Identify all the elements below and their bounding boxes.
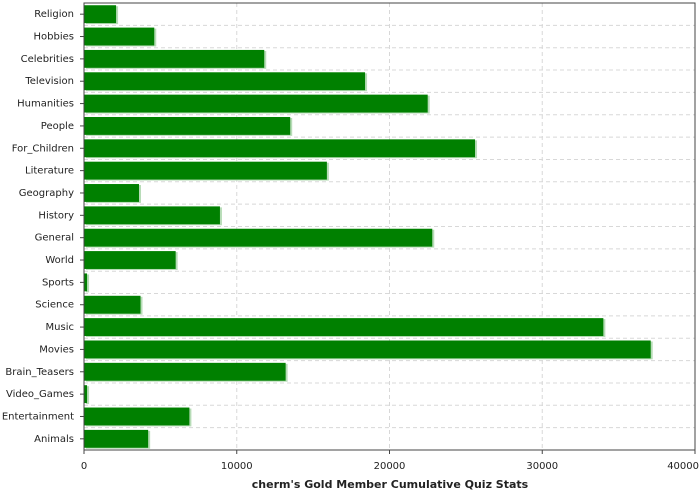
- bar: [84, 184, 139, 202]
- bar: [84, 407, 190, 426]
- y-tick-label: Music: [46, 322, 74, 333]
- y-tick-label: Science: [35, 300, 74, 311]
- y-tick-label: World: [45, 255, 74, 266]
- bar: [84, 161, 327, 180]
- y-tick-label: Video_Games: [6, 389, 74, 400]
- bar: [84, 206, 220, 225]
- plot-frame: [83, 2, 696, 451]
- bar: [84, 251, 176, 269]
- x-tick-label: 0: [81, 461, 87, 472]
- y-tick-label: Brain_Teasers: [5, 367, 74, 378]
- y-tick-label: Literature: [25, 166, 74, 177]
- bar: [84, 385, 88, 404]
- x-axis-label: cherm's Gold Member Cumulative Quiz Stat…: [252, 478, 529, 491]
- y-tick-label: Religion: [34, 9, 74, 20]
- y-tick-label: People: [41, 121, 74, 132]
- bar: [84, 49, 265, 68]
- bar: [84, 5, 117, 24]
- bar: [84, 362, 286, 381]
- y-tick-label: History: [38, 210, 74, 221]
- bar: [84, 116, 291, 135]
- y-tick-label: Geography: [19, 188, 74, 199]
- bar-shadow: [86, 274, 90, 293]
- y-tick-label: Movies: [39, 344, 74, 355]
- x-tick-label: 40000: [667, 461, 699, 472]
- y-tick-label: For_Children: [12, 143, 74, 154]
- x-tick-label: 20000: [374, 461, 406, 472]
- y-tick-label: Hobbies: [34, 32, 74, 43]
- y-tick-label: Humanities: [17, 99, 74, 110]
- bar: [84, 94, 428, 113]
- x-tick-label: 30000: [526, 461, 558, 472]
- y-tick-label: Sports: [42, 277, 74, 288]
- bar: [84, 340, 651, 359]
- y-tick-label: General: [35, 233, 74, 244]
- bar: [84, 139, 476, 158]
- bar: [84, 228, 433, 247]
- bar: [84, 273, 88, 292]
- bar: [84, 318, 604, 337]
- y-tick-label: Celebrities: [21, 54, 74, 65]
- x-tick-label: 10000: [221, 461, 253, 472]
- bar: [84, 27, 155, 46]
- y-tick-label: Entertainment: [2, 411, 74, 422]
- bar: [84, 72, 366, 91]
- y-tick-label: Animals: [34, 434, 74, 445]
- bar: [84, 295, 141, 314]
- y-tick-label: Television: [24, 76, 74, 87]
- bar: [84, 429, 149, 448]
- bar-shadow: [86, 386, 90, 405]
